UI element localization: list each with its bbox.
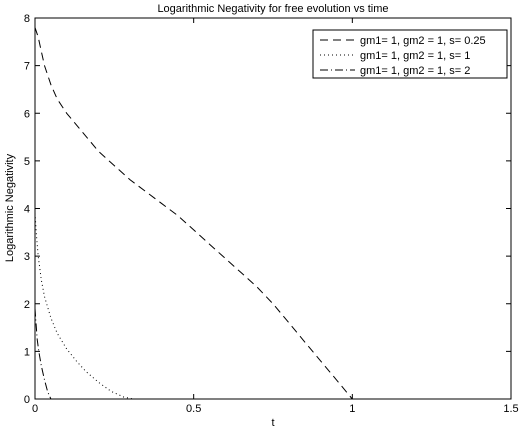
legend-label-1: gm1= 1, gm2 = 1, s= 0.25	[360, 35, 486, 47]
y-tick-label: 5	[24, 156, 30, 168]
y-tick-label: 2	[24, 299, 30, 311]
y-tick-label: 6	[24, 108, 30, 120]
legend-label-2: gm1= 1, gm2 = 1, s= 1	[360, 50, 470, 62]
y-axis-label: Logarithmic Negativity	[4, 153, 16, 262]
x-axis-label: t	[271, 417, 274, 429]
x-tick-label: 1.5	[503, 403, 518, 415]
axis-ticks: 0 0.5 1 1.5 0 1 2 3 4 5 6 7 8	[24, 13, 519, 415]
y-tick-label: 0	[24, 394, 30, 406]
y-tick-label: 4	[24, 204, 30, 216]
legend-box	[312, 29, 508, 79]
series-line-1	[34, 27, 353, 400]
series-line-2	[34, 213, 134, 400]
y-tick-label: 1	[24, 346, 30, 358]
chart-title: Logarithmic Negativity for free evolutio…	[157, 3, 388, 15]
series-lines	[34, 27, 353, 400]
legend: gm1= 1, gm2 = 1, s= 0.25 gm1= 1, gm2 = 1,…	[312, 29, 508, 79]
y-tick-label: 3	[24, 251, 30, 263]
plot-area	[34, 17, 512, 400]
x-tick-label: 0.5	[186, 403, 201, 415]
x-tick-label: 0	[32, 403, 38, 415]
y-tick-label: 8	[24, 13, 30, 25]
x-tick-label: 1	[349, 403, 355, 415]
y-tick-label: 7	[24, 61, 30, 73]
series-line-3	[34, 308, 52, 400]
legend-label-3: gm1= 1, gm2 = 1, s= 2	[360, 65, 470, 77]
